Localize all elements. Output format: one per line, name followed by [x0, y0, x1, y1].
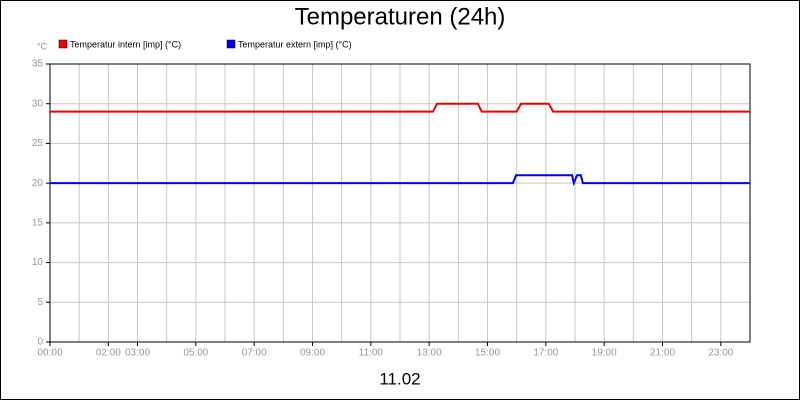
- x-tick-label: 07:00: [242, 348, 267, 359]
- x-tick-label: 11:00: [359, 348, 384, 359]
- x-tick-label: 13:00: [417, 348, 442, 359]
- x-tick-label: 09:00: [300, 348, 325, 359]
- x-tick-label: 02:00: [96, 348, 121, 359]
- y-tick-label: 15: [32, 217, 44, 228]
- legend-swatch: [58, 39, 68, 49]
- x-tick-label: 21:00: [650, 348, 675, 359]
- x-tick-label: 05:00: [183, 348, 208, 359]
- legend-label: Temperatur extern [imp] (°C): [238, 39, 352, 49]
- y-tick-label: 35: [32, 59, 44, 70]
- chart-title: Temperaturen (24h): [295, 3, 506, 30]
- y-tick-label: 20: [32, 178, 44, 189]
- x-tick-label: 19:00: [592, 348, 617, 359]
- y-tick-label: 5: [37, 297, 43, 308]
- x-tick-label: 17:00: [533, 348, 558, 359]
- x-tick-label: 15:00: [475, 348, 500, 359]
- y-tick-label: 25: [32, 138, 44, 149]
- y-tick-label: 30: [32, 98, 44, 109]
- x-tick-label: 00:00: [37, 348, 62, 359]
- x-tick-label: 03:00: [125, 348, 150, 359]
- series-line: [50, 174, 750, 187]
- x-tick-label: 23:00: [708, 348, 733, 359]
- legend-swatch: [226, 39, 236, 49]
- y-tick-label: 10: [32, 257, 44, 268]
- x-label: 11.02: [379, 369, 420, 388]
- series-line: [50, 102, 750, 113]
- legend-label: Temperatur intern [imp] (°C): [70, 39, 181, 49]
- y-tick-label: 0: [37, 337, 43, 348]
- plot-border: [49, 63, 751, 343]
- y-unit: °C: [37, 41, 48, 51]
